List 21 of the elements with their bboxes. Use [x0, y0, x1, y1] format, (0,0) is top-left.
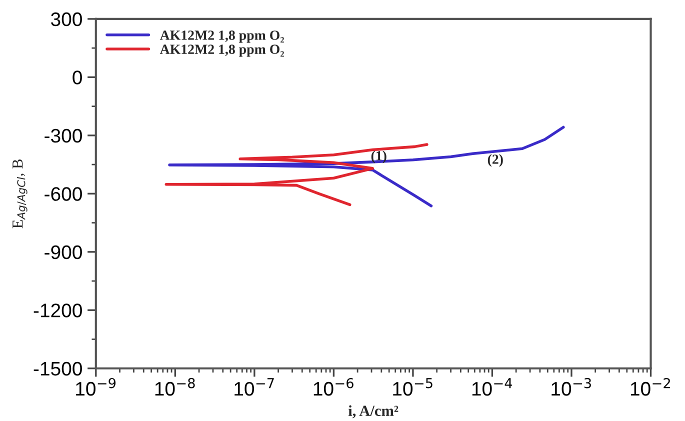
- x-tick-label: 10$^{−8}$: [155, 378, 195, 396]
- legend-label: AK12M2 1,8 ppm O₂: [160, 30, 284, 43]
- y-tick-label: -900: [44, 245, 82, 260]
- y-tick-label: 300: [51, 12, 82, 26]
- x-tick-label: 10$^{−5}$: [393, 378, 432, 396]
- x-tick-label: 10$^{−3}$: [552, 378, 591, 396]
- y-axis-title: E$_{Ag/AgCl}$, B: [12, 159, 28, 228]
- legend-label: AK12M2 1,8 ppm O₂: [160, 44, 284, 57]
- x-tick-label: 10$^{−2}$: [630, 378, 670, 396]
- y-tick-label: -1200: [34, 304, 82, 318]
- y-tick-label: -600: [44, 187, 82, 201]
- x-tick-label: 10$^{−6}$: [314, 378, 354, 396]
- x-tick-label: 10$^{−4}$: [472, 378, 512, 396]
- x-tick-label: 10$^{−7}$: [234, 378, 274, 396]
- y-tick-label: 0: [72, 70, 82, 84]
- annotation: (1): [371, 150, 386, 164]
- y-tick-label: -1500: [34, 362, 82, 376]
- x-axis-title: i, A/cm²: [348, 405, 398, 418]
- x-tick-label: 10$^{−9}$: [76, 378, 116, 396]
- annotation: (2): [488, 154, 503, 167]
- y-tick-label: -300: [44, 128, 82, 143]
